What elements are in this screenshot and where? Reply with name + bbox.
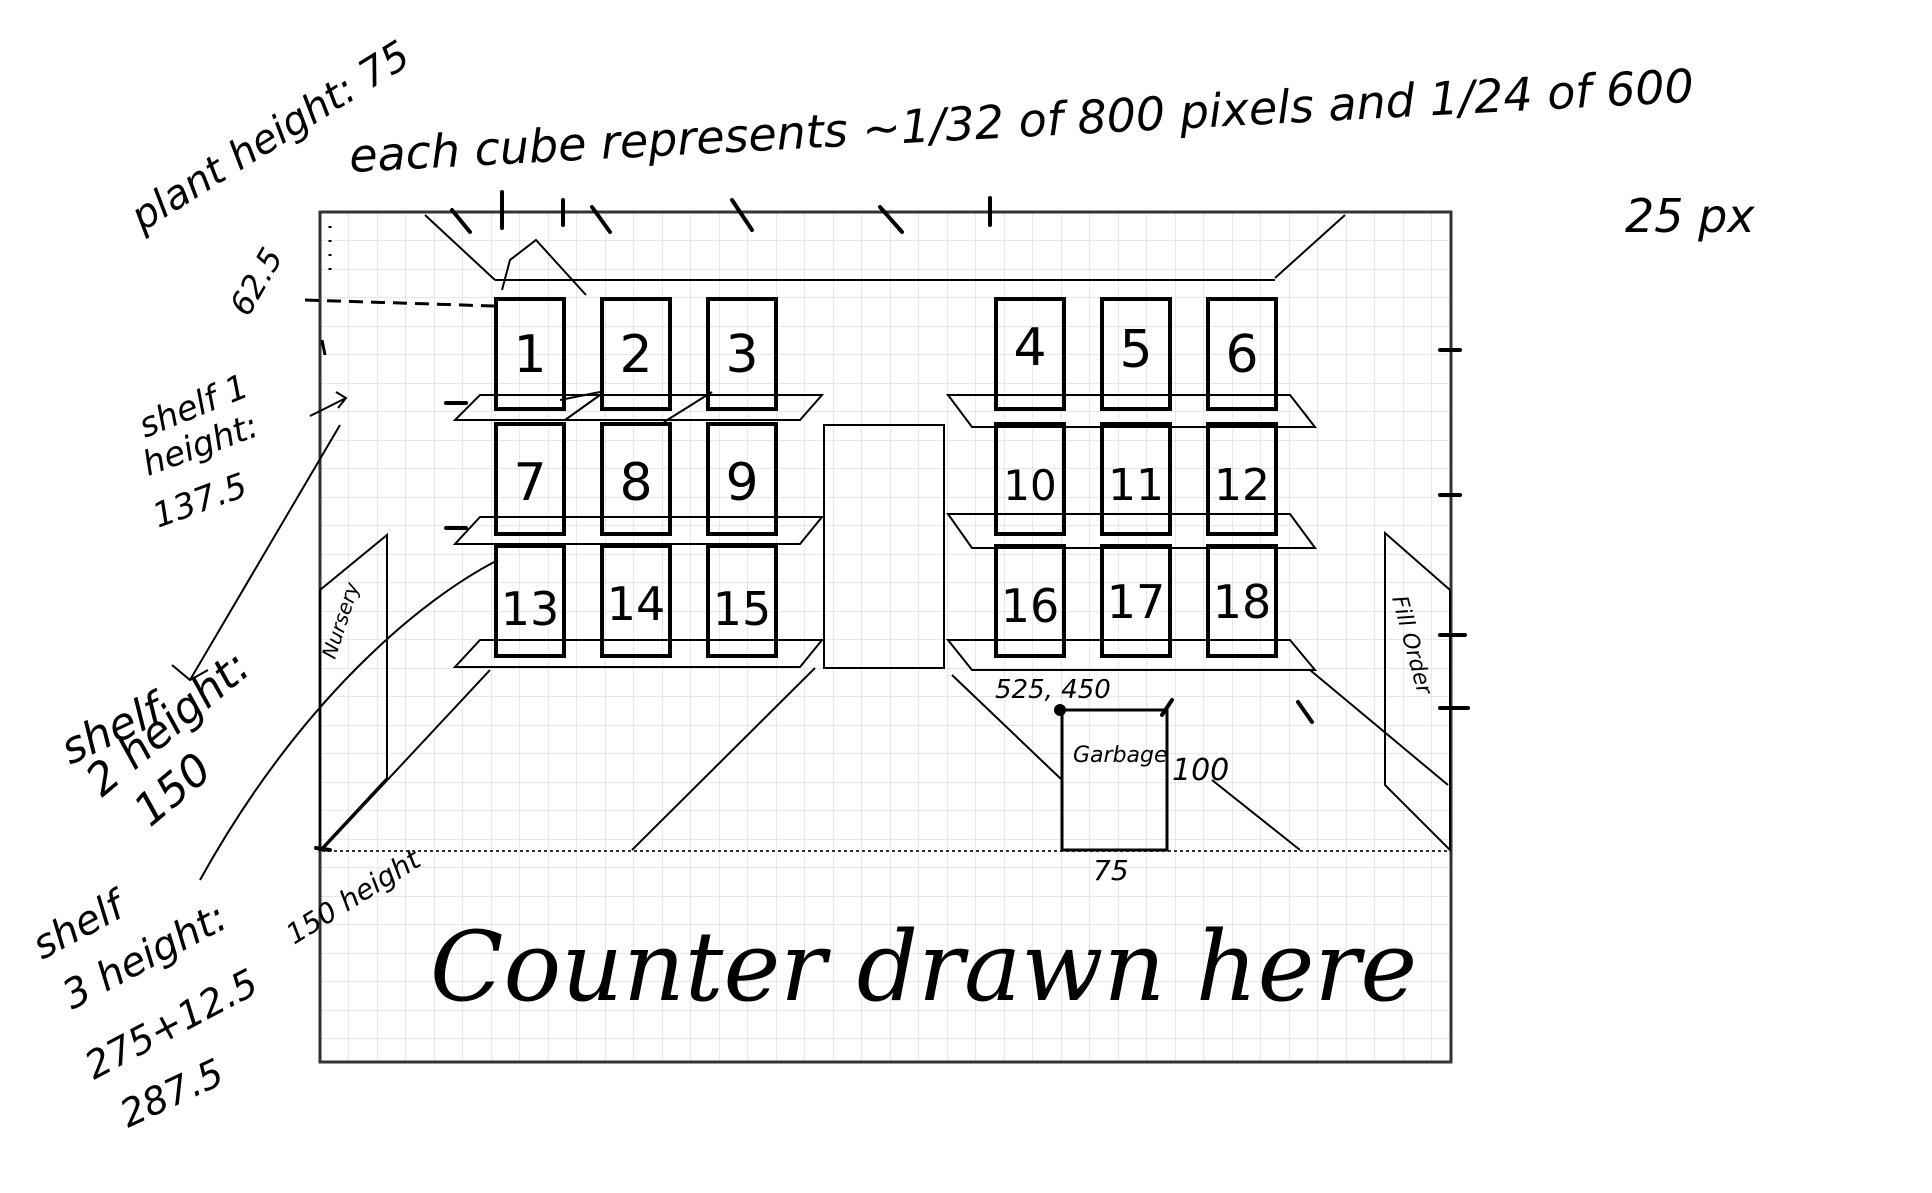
counter-note: Counter drawn here — [430, 911, 1417, 1023]
plant-slot — [1100, 544, 1172, 658]
right-shelves — [945, 394, 1318, 671]
px-note: 25 px — [1625, 189, 1755, 243]
plant-slot — [494, 544, 566, 658]
plant-slot-number: 9 — [725, 453, 758, 513]
plant-slot — [600, 297, 672, 411]
plant-slot — [494, 297, 566, 411]
garbage-box: Garbage — [1054, 698, 1174, 852]
plant-slots: 1 2 3 4 5 6 7 8 9 10 11 12 13 14 15 16 1… — [494, 297, 1278, 658]
plant-slot-number: 17 — [1107, 575, 1166, 629]
plant-slot — [994, 422, 1066, 536]
plant-slot — [1100, 297, 1172, 411]
scale-note: each cube represents ~1/32 of 800 pixels… — [348, 59, 1695, 183]
plant-slot — [706, 297, 778, 411]
plant-slot — [994, 297, 1066, 411]
plant-slot-number: 10 — [1003, 461, 1056, 510]
plant-slot — [706, 422, 778, 536]
plant-slot-number: 4 — [1013, 318, 1046, 378]
annotations — [171, 226, 713, 881]
plant-slot — [994, 544, 1066, 658]
plant-slot-number: 5 — [1119, 320, 1152, 380]
plant-slot — [600, 544, 672, 658]
garbage-height-note: 100 — [1172, 753, 1229, 788]
plant-slot-number: 6 — [1225, 325, 1258, 385]
garbage-width-note: 75 — [1093, 854, 1129, 887]
top-offset-note: 62.5 — [222, 241, 291, 322]
room-frame — [318, 210, 1453, 1064]
perspective-lines — [321, 214, 1450, 852]
plant-slot — [706, 544, 778, 658]
plant-slot — [600, 422, 672, 536]
back-door — [823, 424, 945, 669]
garbage-position-note: 525, 450 — [995, 675, 1111, 705]
plant-slot-number: 11 — [1108, 460, 1164, 511]
garbage-label: Garbage — [1073, 743, 1168, 768]
plant-slot-number: 18 — [1213, 575, 1272, 629]
plant-slot — [1206, 297, 1278, 411]
plant-slot-number: 7 — [513, 453, 546, 513]
plant-slot-number: 15 — [713, 582, 772, 636]
tick-marks — [314, 190, 1470, 852]
plant-slot — [1206, 544, 1278, 658]
plant-slot-number: 3 — [725, 325, 758, 385]
plant-slot-number: 14 — [607, 577, 666, 631]
plant-slot-number: 13 — [501, 582, 560, 636]
plant-slot-number: 8 — [619, 453, 652, 513]
plant-slot-number: 16 — [1001, 579, 1060, 633]
plant-slot-number: 12 — [1214, 460, 1270, 511]
plant-slot — [494, 422, 566, 536]
plant-slot — [1100, 422, 1172, 536]
plant-slot — [1206, 422, 1278, 536]
plant-slot-number: 1 — [513, 325, 546, 385]
plant-slot-number: 2 — [619, 325, 652, 385]
